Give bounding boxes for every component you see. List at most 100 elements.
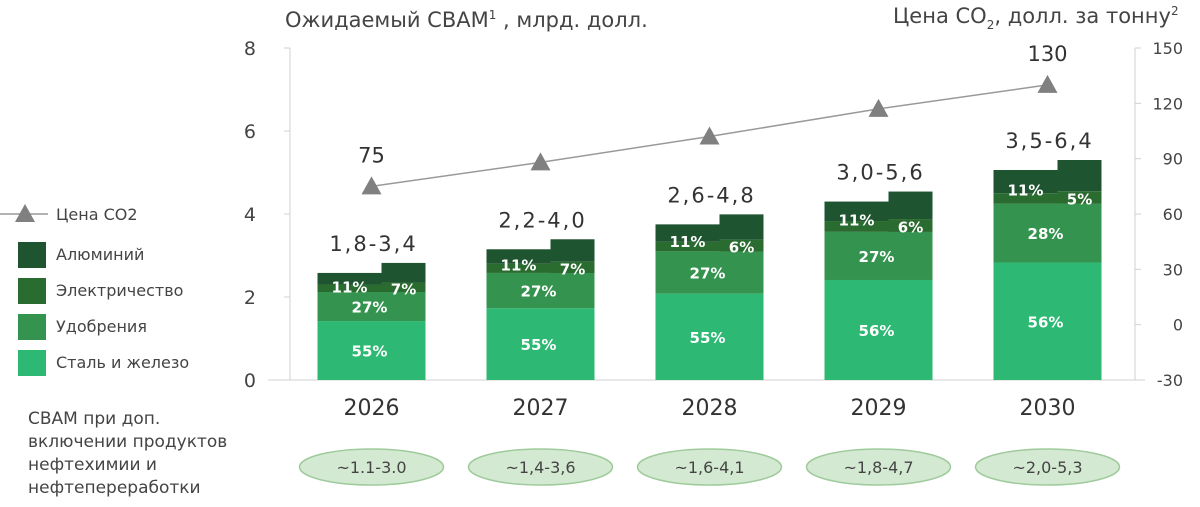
extended-range-pill (636, 448, 783, 486)
bar-segment-electricity (824, 221, 933, 232)
co2-price-marker (1037, 74, 1058, 93)
x-tick-label: 2028 (682, 396, 738, 421)
extended-range-label: ~1,8-4,7 (843, 458, 913, 477)
legend-label: Сталь и железо (56, 353, 189, 372)
range-label: 2,6-4,8 (667, 183, 755, 207)
extended-range-label: ~1.1-3.0 (336, 458, 406, 477)
bar-segment-steel (993, 262, 1102, 380)
bar-segment-fertilizer (655, 251, 764, 294)
bar-segment-electricity (317, 284, 426, 293)
x-tick-label: 2030 (1020, 396, 1076, 421)
y2-tick-label: 120 (1152, 94, 1183, 113)
bar-segment-aluminium-step (719, 214, 764, 240)
segment-label: 11% (839, 211, 875, 229)
y-tick-label: 6 (244, 121, 256, 143)
segment-label: 28% (1028, 225, 1064, 243)
bar-segment-steel (655, 293, 764, 380)
bar-segment-electricity-step (719, 239, 764, 252)
legend-triangle-icon (15, 204, 35, 222)
segment-label: 27% (859, 248, 895, 266)
note-line: CBAM при доп. (28, 409, 160, 429)
legend-swatch (18, 242, 46, 268)
bar-segment-electricity-step (888, 219, 933, 232)
y2-tick-label: 0 (1173, 316, 1183, 335)
bar-segment-aluminium-step (381, 262, 426, 283)
legend-label: Цена CO2 (56, 205, 138, 224)
legend-label: Удобрения (56, 317, 147, 336)
y2-tick-label: 30 (1163, 260, 1183, 279)
legend-label: Алюминий (56, 245, 144, 264)
co2-price-marker (868, 98, 889, 117)
segment-label: 55% (690, 329, 726, 347)
x-tick-label: 2026 (344, 396, 400, 421)
legend-swatch (18, 278, 46, 304)
note-line: включении продуктов (28, 432, 227, 452)
bar-segment-fertilizer (824, 231, 933, 280)
extended-range-pill (805, 448, 952, 486)
title-left: Ожидаемый CBAM1 , млрд. долл. (285, 8, 648, 32)
segment-label: 56% (1028, 313, 1064, 331)
bar-segment-steel (486, 308, 595, 380)
segment-label: 27% (352, 299, 388, 317)
range-label: 2,2-4,0 (498, 208, 586, 232)
co2-price-marker (361, 176, 382, 195)
bar-segment-electricity-step (1057, 191, 1102, 204)
extended-range-pill (467, 448, 614, 486)
co2-price-marker (699, 126, 720, 145)
y2-tick-label: 90 (1163, 150, 1183, 169)
range-label: 3,5-6,4 (1005, 129, 1093, 153)
range-label: 1,8-3,4 (329, 232, 417, 256)
bar-segment-electricity-step (550, 261, 595, 273)
legend-swatch (18, 314, 46, 340)
bar-segment-aluminium (486, 249, 551, 264)
bar-segment-electricity-step (381, 282, 426, 293)
segment-label: 5% (1067, 190, 1092, 208)
y2-tick-label: 150 (1152, 39, 1183, 58)
x-tick-label: 2027 (513, 396, 569, 421)
bar-segment-aluminium (824, 201, 889, 222)
y2-tick-label: -30 (1157, 371, 1183, 390)
co2-price-marker (530, 152, 551, 171)
note-line: нефтепереработки (28, 478, 201, 498)
co2-price-label: 75 (358, 143, 385, 167)
bar-segment-electricity (655, 241, 764, 252)
bar-segment-aluminium-step (1057, 160, 1102, 192)
bar-segment-aluminium (655, 224, 720, 242)
y-tick-label: 2 (244, 287, 256, 309)
segment-label: 27% (690, 265, 726, 283)
segment-label: 7% (391, 280, 416, 298)
x-tick-label: 2029 (851, 396, 907, 421)
extended-range-label: ~1,4-3,6 (505, 458, 575, 477)
y-tick-label: 0 (244, 370, 256, 392)
segment-label: 11% (501, 257, 537, 275)
segment-label: 55% (521, 336, 557, 354)
legend-label: Электричество (56, 281, 183, 300)
segment-label: 6% (898, 218, 923, 236)
bar-segment-aluminium-step (888, 191, 933, 220)
bar-segment-aluminium (993, 170, 1058, 194)
bar-segment-steel (824, 279, 933, 380)
extended-range-label: ~2,0-5,3 (1012, 458, 1082, 477)
segment-label: 55% (352, 343, 388, 361)
co2-price-label: 130 (1027, 42, 1067, 66)
note-line: нефтехимии и (28, 455, 157, 475)
segment-label: 56% (859, 322, 895, 340)
bar-segment-aluminium-step (550, 239, 595, 262)
bar-segment-aluminium (317, 272, 382, 285)
bar-segment-electricity (486, 263, 595, 273)
segment-label: 7% (560, 260, 585, 278)
extended-range-label: ~1,6-4,1 (674, 458, 744, 477)
segment-label: 11% (1008, 182, 1044, 200)
segment-label: 11% (670, 233, 706, 251)
y2-tick-label: 60 (1163, 205, 1183, 224)
legend-swatch (18, 350, 46, 376)
y-tick-label: 8 (244, 38, 256, 60)
title-right: Цена CO2, долл. за тонну2 (893, 4, 1179, 32)
bar-segment-electricity (993, 193, 1102, 204)
y-tick-label: 4 (244, 204, 256, 226)
segment-label: 11% (332, 279, 368, 297)
extended-range-pill (974, 448, 1121, 486)
bar-segment-fertilizer (993, 203, 1102, 263)
segment-label: 27% (521, 283, 557, 301)
